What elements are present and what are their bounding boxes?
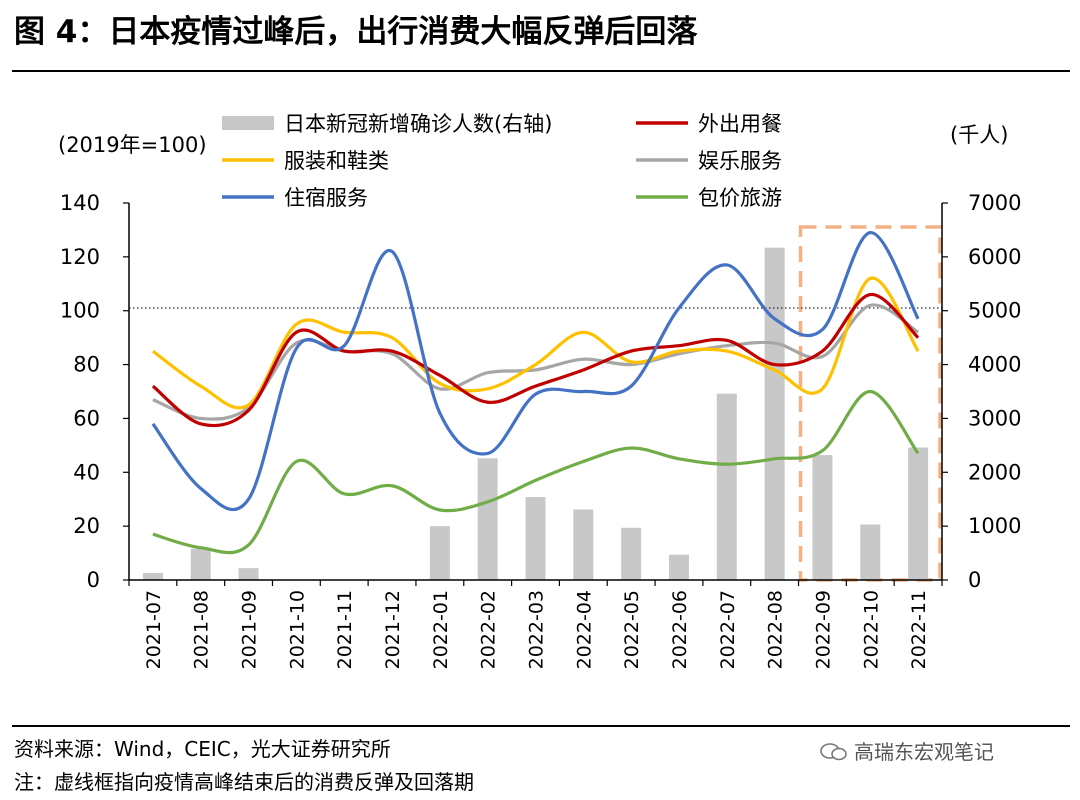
bar-2022-06 <box>668 554 689 580</box>
x-tick-label-2021-09: 2021-09 <box>239 590 261 669</box>
bar-2022-11 <box>908 447 929 580</box>
right-axis-label: (千人) <box>950 123 1008 147</box>
y-right-tick-label: 0 <box>968 568 981 592</box>
bar-2022-07 <box>716 393 737 580</box>
bar-2022-02 <box>477 458 498 580</box>
bar-2022-03 <box>525 497 546 580</box>
y-left-tick-label: 100 <box>60 299 100 323</box>
y-left-tick-label: 20 <box>73 514 100 538</box>
legend-label-bar: 日本新冠新增确诊人数(右轴) <box>284 112 552 136</box>
title-divider <box>12 70 1070 72</box>
x-tick-label-2022-02: 2022-02 <box>478 590 500 669</box>
chart-area: 0 20 40 60 80 100 120 140 0 1000 2000 3000 4000 5000 6… <box>58 112 1021 669</box>
x-tick-label-2022-08: 2022-08 <box>765 590 787 669</box>
y-left-tick-label: 40 <box>73 460 100 484</box>
y-right-tick-label: 7000 <box>968 191 1021 215</box>
y-left-tick-label: 60 <box>73 406 100 430</box>
x-tick-label-2022-01: 2022-01 <box>430 590 452 669</box>
x-tick-label-2022-05: 2022-05 <box>621 590 643 669</box>
x-tick-label-2021-07: 2021-07 <box>143 590 165 669</box>
bar-2022-01 <box>429 526 450 580</box>
bar-2022-08 <box>764 247 785 581</box>
y-right-tick-label: 6000 <box>968 245 1021 269</box>
line-series-2 <box>151 276 920 410</box>
bar-2021-07 <box>142 572 163 580</box>
legend-label-2: 服装和鞋类 <box>284 149 389 173</box>
x-tick-label-2022-04: 2022-04 <box>573 590 595 669</box>
footnote: 注：虚线框指向疫情高峰结束后的消费反弹及回落期 <box>14 770 474 794</box>
source-note: 资料来源：Wind，CEIC，光大证券研究所 <box>14 737 391 761</box>
bar-2022-10 <box>860 524 881 580</box>
x-tick-label-2021-10: 2021-10 <box>286 590 308 669</box>
y-left-tick-label: 140 <box>60 191 100 215</box>
chart-title: 图 4：日本疫情过峰后，出行消费大幅反弹后回落 <box>14 14 698 50</box>
lines-layer <box>129 231 942 555</box>
y-left-tick-label: 0 <box>87 568 100 592</box>
footer-divider <box>12 725 1070 727</box>
bar-2021-09 <box>238 568 259 580</box>
x-tick-label-2022-06: 2022-06 <box>669 590 691 669</box>
bar-2022-05 <box>621 527 642 580</box>
watermark: 高瑞东宏观笔记 <box>820 736 994 765</box>
y-right-tick-label: 4000 <box>968 353 1021 377</box>
legend-label-3: 娱乐服务 <box>698 149 782 173</box>
x-tick-label-2021-08: 2021-08 <box>191 590 213 669</box>
axes-layer: 0 20 40 60 80 100 120 140 0 1000 2000 3000 4000 5000 6… <box>58 123 1021 669</box>
watermark-text: 高瑞东宏观笔记 <box>854 740 994 764</box>
y-left-tick-label: 80 <box>73 353 100 377</box>
x-tick-label-2021-11: 2021-11 <box>334 590 356 669</box>
bar-2022-09 <box>812 455 833 580</box>
legend-label-5: 包价旅游 <box>698 186 782 210</box>
x-tick-label-2022-07: 2022-07 <box>717 590 739 669</box>
bars-layer <box>142 247 929 581</box>
bar-2021-08 <box>190 548 211 580</box>
legend-label-4: 住宿服务 <box>284 186 368 210</box>
y-right-tick-label: 2000 <box>968 460 1021 484</box>
y-right-tick-label: 3000 <box>968 406 1021 430</box>
legend-label-1: 外出用餐 <box>698 112 782 136</box>
left-axis-label: (2019年=100) <box>58 133 207 157</box>
x-tick-label-2022-10: 2022-10 <box>860 590 882 669</box>
bar-2022-04 <box>573 509 594 580</box>
x-tick-label-2022-09: 2022-09 <box>812 590 834 669</box>
y-right-tick-label: 1000 <box>968 514 1021 538</box>
wechat-icon <box>820 743 847 761</box>
x-tick-label-2022-11: 2022-11 <box>908 590 930 669</box>
line-series-1 <box>151 292 920 428</box>
y-right-tick-label: 5000 <box>968 299 1021 323</box>
line-series-4 <box>151 231 920 512</box>
line-series-3 <box>152 303 919 421</box>
x-tick-label-2022-03: 2022-03 <box>526 590 548 669</box>
x-tick-label-2021-12: 2021-12 <box>382 590 404 669</box>
y-left-tick-label: 120 <box>60 245 100 269</box>
line-series-5 <box>152 389 920 555</box>
legend-swatch-bar <box>222 116 274 130</box>
